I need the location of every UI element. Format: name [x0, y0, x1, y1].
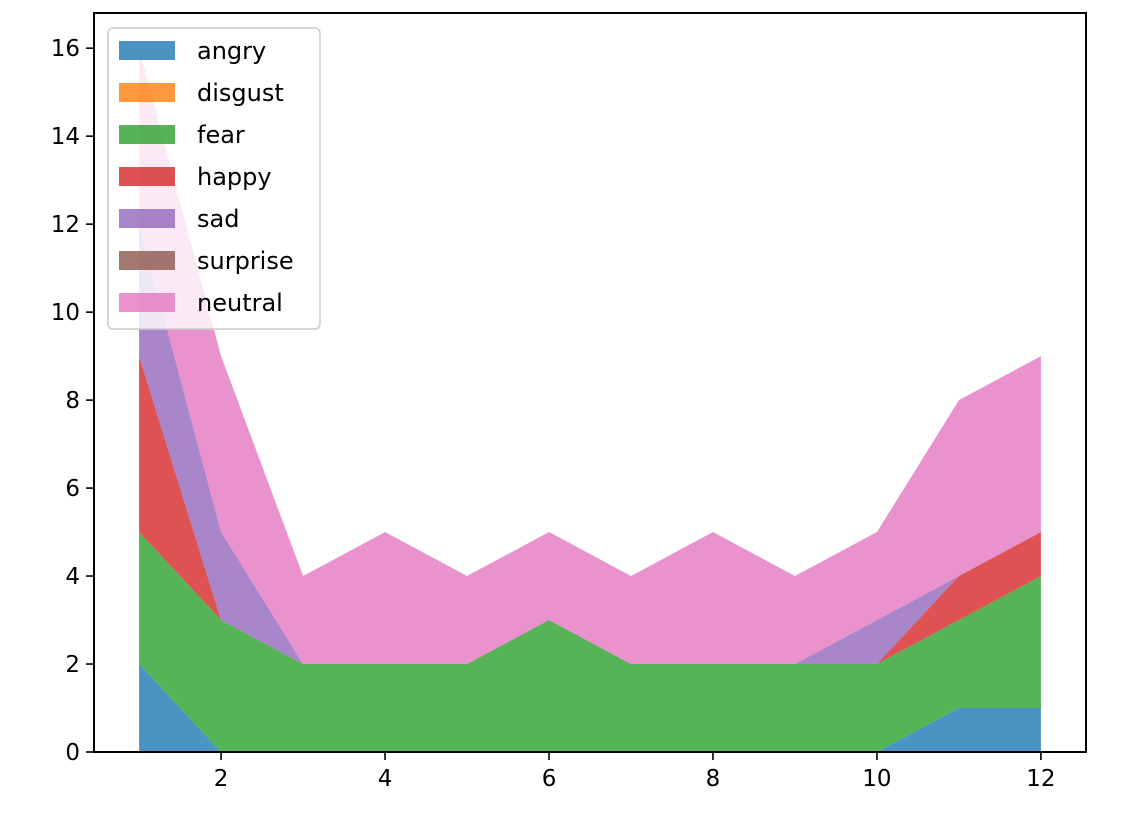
legend-label-neutral: neutral — [197, 289, 283, 317]
x-tick-label: 8 — [706, 766, 721, 792]
area-angry — [139, 664, 1041, 752]
legend-swatch-sad — [119, 209, 175, 228]
legend-label-angry: angry — [197, 37, 266, 65]
area-sad — [139, 224, 1041, 665]
legend: angry disgust fear happy sad surprise neutral — [107, 27, 321, 330]
y-tick-label: 2 — [65, 652, 80, 678]
x-tick-label: 10 — [862, 766, 891, 792]
legend-label-surprise: surprise — [197, 247, 294, 275]
y-tick-label: 0 — [65, 740, 80, 766]
legend-swatch-neutral — [119, 293, 175, 312]
legend-label-fear: fear — [197, 121, 245, 149]
plot-frame — [93, 12, 1087, 753]
y-tick-label: 14 — [51, 124, 80, 150]
legend-swatch-fear — [119, 125, 175, 144]
legend-swatch-happy — [119, 167, 175, 186]
legend-label-disgust: disgust — [197, 79, 284, 107]
legend-label-sad: sad — [197, 205, 239, 233]
y-tick-label: 8 — [65, 388, 80, 414]
legend-label-happy: happy — [197, 163, 272, 191]
y-tick-label: 6 — [65, 476, 80, 502]
x-tick-label: 12 — [1026, 766, 1055, 792]
x-tick-label: 6 — [542, 766, 557, 792]
y-tick-label: 10 — [51, 300, 80, 326]
axes: 2 4 6 8 10 12 0 2 4 6 8 10 12 14 16 — [51, 12, 1087, 792]
y-tick-label: 4 — [65, 564, 80, 590]
area-layers — [139, 48, 1041, 752]
x-tick-label: 2 — [214, 766, 229, 792]
x-tick-label: 4 — [378, 766, 393, 792]
legend-swatch-surprise — [119, 251, 175, 270]
area-fear — [139, 532, 1041, 752]
legend-swatch-angry — [119, 41, 175, 60]
y-tick-label: 16 — [51, 36, 80, 62]
legend-swatch-disgust — [119, 83, 175, 102]
y-tick-label: 12 — [51, 212, 80, 238]
